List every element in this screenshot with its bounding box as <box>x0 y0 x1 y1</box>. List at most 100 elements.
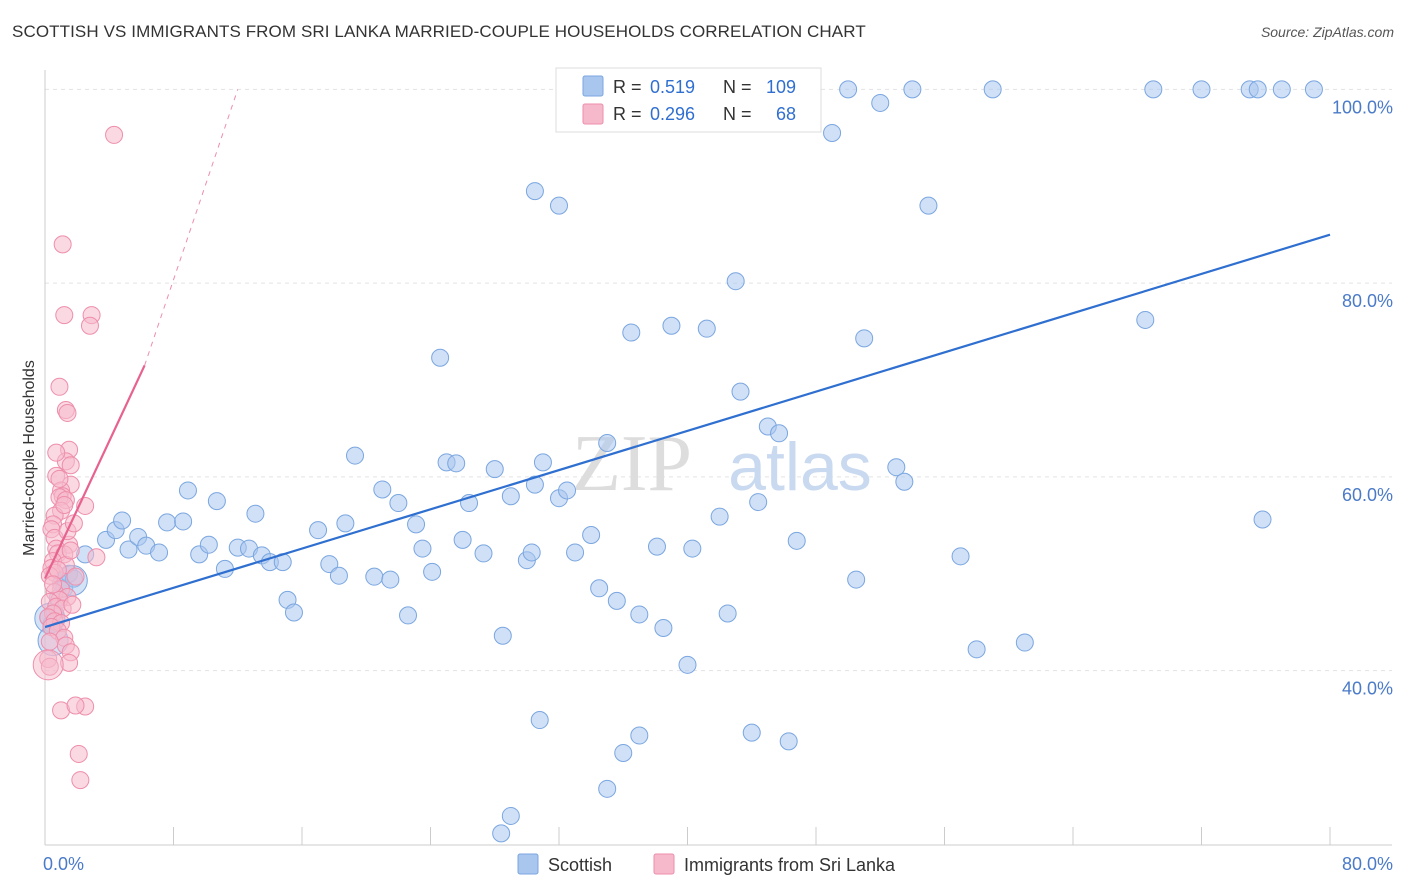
point-srilanka-58 <box>71 771 90 790</box>
point-srilanka-7 <box>58 403 77 422</box>
stats-legend-r-label-scottish: R = <box>613 77 642 97</box>
point-scottish-47 <box>453 530 472 549</box>
stats-legend: R = 0.519 N = 109 R = 0.296 N = 68 <box>555 67 822 133</box>
point-scottish-21 <box>207 492 226 511</box>
point-scottish-60 <box>582 526 601 544</box>
point-srilanka-33 <box>66 567 85 586</box>
y-tick-label-1: 60.0% <box>1342 485 1393 505</box>
legend-swatch-scottish <box>517 853 539 875</box>
legend-label-scottish: Scottish <box>548 855 612 875</box>
point-srilanka-5 <box>50 377 69 396</box>
point-scottish-43 <box>423 562 442 581</box>
stats-legend-r-value-scottish: 0.519 <box>650 77 695 97</box>
point-scottish-59 <box>558 481 577 500</box>
point-scottish-100 <box>1248 80 1267 99</box>
point-scottish-104 <box>492 824 511 843</box>
trendline-scottish <box>44 233 1331 629</box>
point-srilanka-0 <box>105 125 124 144</box>
point-srilanka-64 <box>50 469 69 488</box>
point-scottish-12 <box>119 540 138 559</box>
point-scottish-111 <box>614 743 633 762</box>
point-scottish-88 <box>887 458 906 477</box>
point-scottish-55 <box>525 475 544 494</box>
point-scottish-90 <box>903 80 922 99</box>
series-legend: Scottish Immigrants from Sri Lanka <box>517 853 896 875</box>
point-scottish-15 <box>150 543 169 562</box>
point-scottish-17 <box>178 481 197 500</box>
point-scottish-103 <box>1253 510 1272 529</box>
source-label: Source: ZipAtlas.com <box>1260 24 1394 40</box>
y-tick-label-2: 80.0% <box>1342 291 1393 311</box>
point-srilanka-59 <box>61 541 80 560</box>
point-scottish-98 <box>1192 80 1211 99</box>
point-srilanka-10 <box>61 456 80 475</box>
point-scottish-49 <box>474 544 493 563</box>
watermark-zip: ZIP <box>572 420 692 508</box>
y-axis-label: Married-couple Households <box>21 360 38 556</box>
point-scottish-66 <box>647 537 666 556</box>
point-scottish-93 <box>967 640 986 659</box>
point-scottish-85 <box>847 570 866 589</box>
point-scottish-52 <box>501 487 520 506</box>
point-scottish-105 <box>501 806 520 825</box>
stats-legend-r-label-srilanka: R = <box>613 104 642 124</box>
point-scottish-95 <box>1015 633 1034 652</box>
axes <box>44 70 1392 846</box>
point-scottish-102 <box>1304 80 1323 99</box>
legend-swatch-srilanka <box>653 853 675 875</box>
point-srilanka-4 <box>80 316 99 335</box>
point-scottish-94 <box>983 80 1002 99</box>
point-scottish-106 <box>550 196 568 215</box>
point-scottish-16 <box>158 513 177 532</box>
point-scottish-31 <box>309 521 328 540</box>
trendline-srilanka <box>44 365 146 580</box>
point-scottish-70 <box>683 539 702 558</box>
chart-title: SCOTTISH VS IMMIGRANTS FROM SRI LANKA MA… <box>12 22 866 41</box>
point-srilanka-65 <box>55 495 74 514</box>
point-scottish-89 <box>895 472 914 491</box>
point-scottish-76 <box>742 723 761 742</box>
stats-legend-swatch-srilanka <box>582 103 604 125</box>
stats-legend-n-value-srilanka: 68 <box>776 104 796 124</box>
point-scottish-87 <box>871 93 890 112</box>
point-scottish-34 <box>336 514 355 533</box>
series-srilanka <box>32 125 124 790</box>
point-scottish-42 <box>413 539 432 558</box>
point-scottish-92 <box>951 547 970 566</box>
point-scottish-61 <box>590 579 609 598</box>
point-scottish-36 <box>365 567 384 586</box>
point-scottish-54 <box>522 543 541 562</box>
stats-legend-n-label-srilanka: N = <box>723 104 752 124</box>
point-scottish-84 <box>839 80 858 99</box>
point-scottish-62 <box>598 433 617 452</box>
point-scottish-40 <box>399 606 418 625</box>
large-point-srilanka-0 <box>32 649 64 681</box>
point-scottish-80 <box>779 732 798 751</box>
point-scottish-63 <box>607 591 626 610</box>
point-scottish-11 <box>113 511 132 530</box>
point-scottish-38 <box>381 570 400 589</box>
y-tick-labels: 40.0% 60.0% 80.0% 100.0% <box>1332 97 1393 698</box>
point-srilanka-2 <box>55 306 74 325</box>
point-scottish-56 <box>533 453 552 472</box>
stats-legend-r-value-srilanka: 0.296 <box>650 104 695 124</box>
point-scottish-83 <box>823 123 842 142</box>
point-scottish-107 <box>525 182 544 201</box>
point-scottish-77 <box>749 493 768 512</box>
grid-lines <box>45 88 1392 672</box>
trendline-srilanka-extension <box>144 89 239 366</box>
stats-legend-swatch-scottish <box>582 75 604 97</box>
point-scottish-108 <box>530 711 549 730</box>
point-scottish-86 <box>855 329 874 348</box>
point-scottish-20 <box>199 535 218 554</box>
point-srilanka-27 <box>87 548 106 567</box>
point-scottish-79 <box>770 424 789 443</box>
x-tick-label-1: 80.0% <box>1342 854 1393 874</box>
point-scottish-39 <box>389 494 408 513</box>
point-scottish-67 <box>654 619 673 637</box>
point-scottish-32 <box>320 555 339 574</box>
point-scottish-37 <box>373 480 392 499</box>
trendlines <box>44 89 1331 629</box>
point-scottish-74 <box>726 272 745 291</box>
